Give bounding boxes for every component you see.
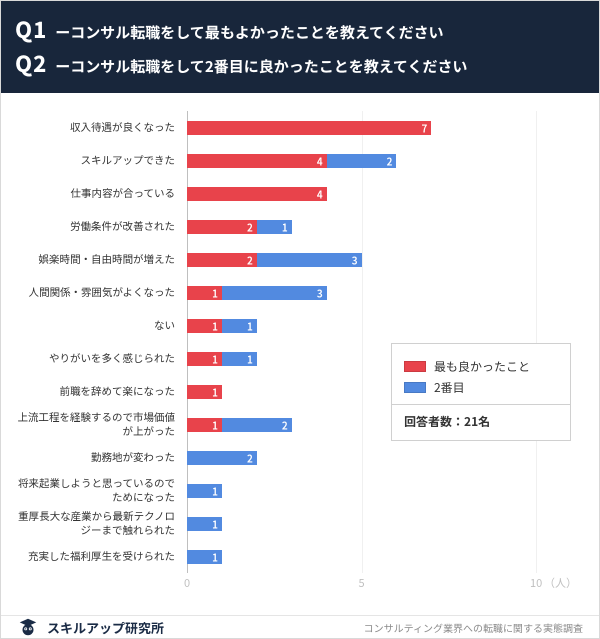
category-label: 仕事内容が合っている — [17, 177, 181, 210]
bar-secondary-value: 1 — [212, 516, 218, 531]
brand-text: スキルアップ研究所 — [47, 618, 164, 637]
bar-secondary-value: 2 — [387, 153, 393, 168]
category-label: ない — [17, 309, 181, 342]
bar-secondary-value: 2 — [282, 417, 288, 432]
category-label: 重厚長大な産業から最新テクノロジーまで触れられた — [17, 507, 181, 540]
legend-box: 最も良かったこと 2番目 回答者数：21名 — [391, 343, 571, 441]
plot-area: 0510（人）742421231311111122111 — [187, 111, 571, 573]
swatch-secondary — [404, 382, 426, 393]
bar-secondary: 2 — [222, 418, 292, 432]
q2-badge: Q2 — [15, 47, 47, 79]
bar-primary: 4 — [187, 187, 327, 201]
bar-primary: 2 — [187, 253, 257, 267]
footer: スキルアップ研究所 コンサルティング業界への転職に関する実態調査 — [1, 615, 599, 638]
legend-item-secondary: 2番目 — [404, 379, 558, 396]
x-unit-label: （人） — [544, 575, 577, 591]
legend-primary-label: 最も良かったこと — [434, 358, 530, 375]
bar-primary: 2 — [187, 220, 257, 234]
bar-primary-value: 1 — [212, 417, 218, 432]
bar-secondary: 3 — [222, 286, 327, 300]
bar-primary: 1 — [187, 385, 222, 399]
legend-secondary-label: 2番目 — [434, 379, 465, 396]
bar-secondary: 1 — [187, 517, 222, 531]
infographic-root: Q1 ーコンサル転職をして最もよかったことを教えてください Q2 ーコンサル転職… — [0, 0, 600, 639]
category-label: 上流工程を経験するので市場価値が上がった — [17, 408, 181, 441]
x-tick-label: 0 — [184, 575, 190, 591]
bar-primary-value: 2 — [247, 219, 253, 234]
bar-primary: 7 — [187, 121, 431, 135]
category-label: 収入待遇が良くなった — [17, 111, 181, 144]
bar-secondary-value: 2 — [247, 450, 253, 465]
bar-primary-value: 1 — [212, 285, 218, 300]
header: Q1 ーコンサル転職をして最もよかったことを教えてください Q2 ーコンサル転職… — [1, 1, 599, 93]
category-label: 前職を辞めて楽になった — [17, 375, 181, 408]
category-label: 勤務地が変わった — [17, 441, 181, 474]
q1-badge: Q1 — [15, 13, 47, 45]
gridline — [362, 111, 363, 573]
category-label: 労働条件が改善された — [17, 210, 181, 243]
x-tick-label: 10 — [530, 575, 542, 591]
bar-primary: 1 — [187, 418, 222, 432]
bar-primary-value: 2 — [247, 252, 253, 267]
gridline — [536, 111, 537, 573]
bar-secondary-value: 3 — [317, 285, 323, 300]
q1-text: ーコンサル転職をして最もよかったことを教えてください — [55, 22, 443, 43]
legend-item-primary: 最も良かったこと — [404, 358, 558, 375]
category-label: 充実した福利厚生を受けられた — [17, 540, 181, 573]
bar-primary: 1 — [187, 352, 222, 366]
y-axis-labels: 収入待遇が良くなったスキルアップできた仕事内容が合っている労働条件が改善された娯… — [17, 111, 181, 573]
bar-primary: 1 — [187, 286, 222, 300]
bar-primary-value: 4 — [317, 186, 323, 201]
bar-secondary-value: 1 — [212, 483, 218, 498]
question-2: Q2 ーコンサル転職をして2番目に良かったことを教えてください — [15, 47, 585, 79]
q2-text: ーコンサル転職をして2番目に良かったことを教えてください — [55, 56, 467, 77]
legend-divider — [392, 404, 570, 405]
bar-secondary-value: 1 — [282, 219, 288, 234]
bar-secondary: 2 — [187, 451, 257, 465]
bar-primary: 4 — [187, 154, 327, 168]
bar-secondary: 2 — [327, 154, 397, 168]
bar-secondary-value: 1 — [247, 318, 253, 333]
bar-primary: 1 — [187, 319, 222, 333]
bar-primary-value: 1 — [212, 318, 218, 333]
category-label: 娯楽時間・自由時間が増えた — [17, 243, 181, 276]
bar-primary-value: 7 — [422, 120, 428, 135]
brand: スキルアップ研究所 — [17, 616, 164, 638]
bar-secondary: 1 — [187, 550, 222, 564]
category-label: 人間関係・雰囲気がよくなった — [17, 276, 181, 309]
bar-primary-value: 1 — [212, 351, 218, 366]
bar-secondary: 3 — [257, 253, 362, 267]
bar-secondary: 1 — [257, 220, 292, 234]
x-tick-label: 5 — [358, 575, 364, 591]
legend-respondents: 回答者数：21名 — [404, 413, 558, 430]
swatch-primary — [404, 361, 426, 372]
bar-secondary-value: 3 — [352, 252, 358, 267]
bar-secondary-value: 1 — [212, 549, 218, 564]
category-label: スキルアップできた — [17, 144, 181, 177]
category-label: 将来起業しようと思っているのでためになった — [17, 474, 181, 507]
bar-primary-value: 4 — [317, 153, 323, 168]
chart-area: 収入待遇が良くなったスキルアップできた仕事内容が合っている労働条件が改善された娯… — [1, 93, 599, 615]
bar-secondary-value: 1 — [247, 351, 253, 366]
bar-primary-value: 1 — [212, 384, 218, 399]
bar-secondary: 1 — [222, 319, 257, 333]
category-label: やりがいを多く感じられた — [17, 342, 181, 375]
gridline — [187, 111, 188, 573]
bar-secondary: 1 — [222, 352, 257, 366]
footer-note: コンサルティング業界への転職に関する実態調査 — [364, 620, 583, 635]
question-1: Q1 ーコンサル転職をして最もよかったことを教えてください — [15, 13, 585, 45]
owl-icon — [17, 616, 39, 638]
bar-secondary: 1 — [187, 484, 222, 498]
